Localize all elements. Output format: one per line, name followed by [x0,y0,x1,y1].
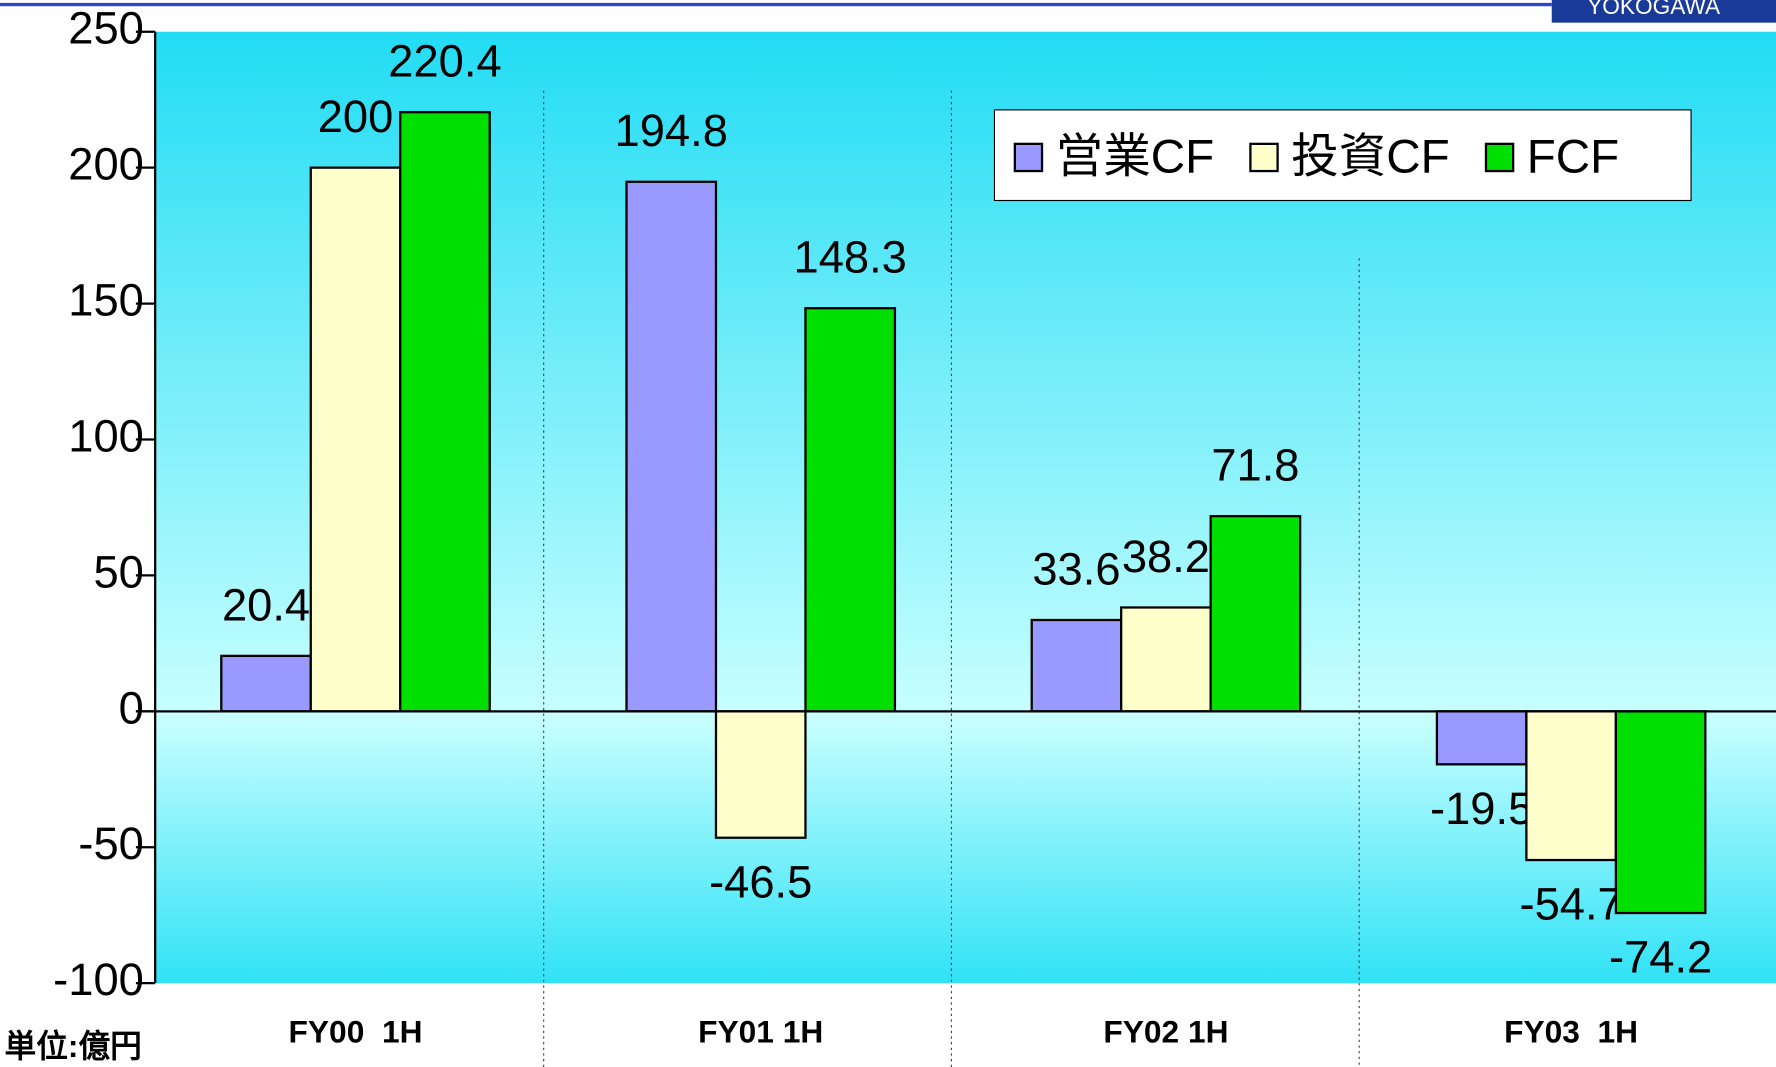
x-tick-label: FY01 1H [698,1014,823,1050]
bar [804,307,897,713]
bar [1435,710,1528,766]
legend-label: 投資CF [1291,130,1450,183]
legend-swatch [1484,142,1515,173]
x-tick-label: FY00 1H [289,1014,423,1050]
y-tick-label: 250 [68,3,144,54]
logo-box [1551,0,1776,23]
y-tick-label: 50 [93,546,143,597]
separators [543,90,1360,1067]
bar [309,166,402,713]
bar [1030,618,1123,713]
legend [993,109,1692,202]
legend-label: FCF [1527,130,1619,183]
legend-swatch [1249,142,1279,173]
x-tick-label: FY03 1H [1504,1014,1638,1050]
y-tick-label: 100 [68,410,144,461]
value-label: 200 [318,91,394,142]
value-label: 33.6 [1032,543,1120,594]
bar [1120,606,1212,713]
logo: YOKOGAWA [1587,0,1721,19]
legend-swatch [1013,142,1044,173]
bar [399,111,491,713]
bar [625,180,718,713]
y-tick-label: -100 [53,954,144,1005]
value-label: 194.8 [615,105,728,156]
bar [1614,710,1707,915]
value-label: 38.2 [1122,531,1210,582]
value-label: -54.7 [1520,879,1623,930]
value-label: 148.3 [794,232,907,283]
x-tick-label: FY02 1H [1103,1014,1228,1050]
bar [1525,710,1618,862]
y-tick-label: 150 [68,275,144,326]
bar [714,710,807,839]
value-label: -46.5 [709,856,812,907]
bar [1209,515,1302,713]
y-tick-label: -50 [78,818,143,869]
value-label: 20.4 [222,579,310,630]
value-label: -74.2 [1609,932,1712,983]
value-label: 220.4 [388,36,501,87]
y-tick-label: 0 [119,682,144,733]
bar [220,654,312,713]
value-label: 71.8 [1211,440,1299,491]
legend-label: 営業CF [1056,130,1215,183]
unit-label: 単位:億円 [5,1028,142,1064]
y-tick-label: 200 [68,139,144,190]
value-label: -19.5 [1430,783,1533,834]
